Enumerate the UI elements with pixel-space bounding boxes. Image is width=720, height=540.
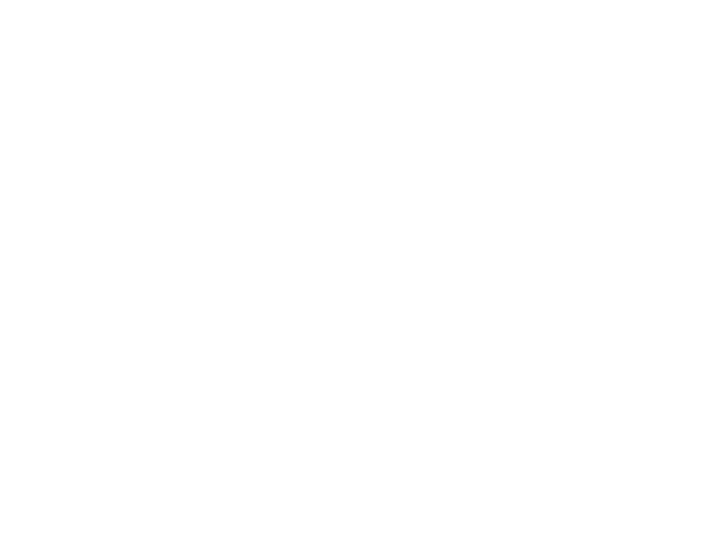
Text: o: o (137, 301, 145, 315)
Text: the amino acid: the amino acid (109, 219, 232, 234)
Text: polypeptide: polypeptide (72, 154, 182, 172)
Text: ↰❤: ↰❤ (99, 413, 118, 423)
Text: ↰❤: ↰❤ (27, 122, 50, 136)
Text: ↰❤: ↰❤ (99, 331, 118, 341)
Text: –  ability of a tRNA molecule to base pair: – ability of a tRNA molecule to base pai… (238, 413, 598, 427)
Text: Single-stranded with 80 base pairs that is double stranded at: Single-stranded with 80 base pairs that … (124, 331, 635, 345)
Text: ↰❤: ↰❤ (99, 248, 118, 259)
Text: Recognizes the correct codon of mRNA: Recognizes the correct codon of mRNA (124, 275, 426, 289)
Text: regions by hydrogen bonding between complimentary: regions by hydrogen bonding between comp… (137, 357, 547, 371)
Text: with two or three different mRNA codons due to the 5’ end of: with two or three different mRNA codons … (137, 439, 639, 453)
Text: Transfer RNA (tRNA): Transfer RNA (tRNA) (95, 191, 261, 206)
Text: the anitocodon: the anitocodon (137, 465, 254, 479)
Text: – RNA directed synthesis of a: – RNA directed synthesis of a (140, 122, 440, 139)
Text: 3’ bind the amino acid: 3’ bind the amino acid (151, 301, 336, 315)
Text: Obtains amino acid from  cytoplasm’s pool: Obtains amino acid from cytoplasm’s pool (124, 248, 467, 262)
Text: ↰❤: ↰❤ (99, 275, 118, 286)
Text: nucleotide sequences: nucleotide sequences (137, 383, 305, 397)
Text: Wobble Position: Wobble Position (124, 413, 249, 427)
Text: ↰❤: ↰❤ (63, 191, 84, 204)
Text: Translation: Translation (59, 122, 169, 139)
Text: The Synthesis of Protein: The Synthesis of Protein (40, 38, 592, 82)
Text: – carries the anticodon to the mRNA and: – carries the anticodon to the mRNA and (239, 191, 589, 206)
